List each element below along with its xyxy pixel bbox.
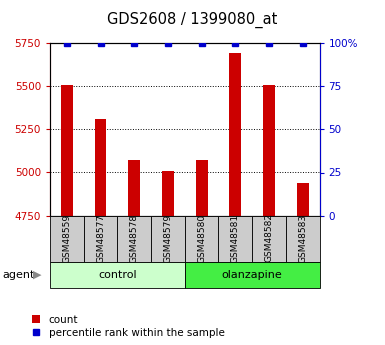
Bar	[252, 216, 286, 262]
Text: GSM48583: GSM48583	[298, 214, 307, 263]
Text: GSM48559: GSM48559	[62, 214, 71, 263]
Bar	[263, 85, 275, 216]
Text: control: control	[98, 270, 137, 280]
Bar	[95, 119, 107, 216]
Text: olanzapine: olanzapine	[222, 270, 283, 280]
Bar	[117, 216, 151, 262]
Bar	[297, 183, 309, 216]
Text: GSM48579: GSM48579	[164, 214, 172, 263]
Text: GSM48577: GSM48577	[96, 214, 105, 263]
Text: GSM48582: GSM48582	[264, 214, 273, 263]
Bar	[151, 216, 185, 262]
Bar	[196, 159, 208, 216]
Bar	[128, 159, 140, 216]
Bar	[185, 216, 219, 262]
Bar	[219, 216, 252, 262]
Text: agent: agent	[2, 270, 34, 280]
Bar	[50, 216, 84, 262]
Bar	[50, 262, 185, 288]
Bar	[162, 171, 174, 216]
Bar	[61, 85, 73, 216]
Text: GDS2608 / 1399080_at: GDS2608 / 1399080_at	[107, 12, 278, 28]
Bar	[286, 216, 320, 262]
Bar	[229, 53, 241, 216]
Bar	[185, 262, 320, 288]
Legend: count, percentile rank within the sample: count, percentile rank within the sample	[32, 315, 225, 338]
Text: GSM48580: GSM48580	[197, 214, 206, 263]
Text: ▶: ▶	[33, 270, 41, 280]
Text: GSM48578: GSM48578	[130, 214, 139, 263]
Bar	[84, 216, 117, 262]
Text: GSM48581: GSM48581	[231, 214, 240, 263]
